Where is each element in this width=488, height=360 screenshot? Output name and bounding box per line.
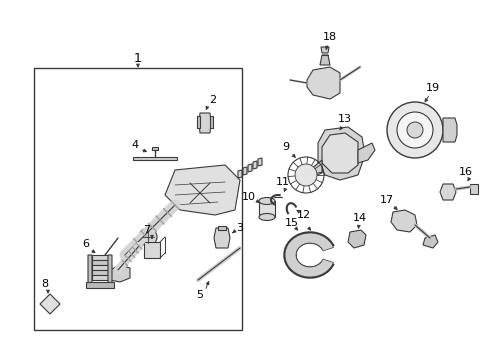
Text: 11: 11 (275, 177, 289, 187)
Polygon shape (439, 184, 455, 200)
Polygon shape (40, 294, 60, 314)
Polygon shape (164, 165, 240, 215)
Text: 4: 4 (131, 140, 138, 150)
Polygon shape (199, 113, 210, 133)
Text: 9: 9 (282, 142, 289, 152)
Text: 15: 15 (285, 218, 298, 228)
Polygon shape (306, 67, 339, 99)
Circle shape (406, 122, 422, 138)
Text: 18: 18 (322, 32, 336, 42)
Polygon shape (88, 255, 92, 285)
Polygon shape (238, 170, 242, 178)
Polygon shape (209, 116, 213, 128)
Polygon shape (218, 226, 225, 230)
Polygon shape (86, 282, 114, 288)
Ellipse shape (259, 198, 274, 204)
Polygon shape (143, 242, 160, 258)
Polygon shape (309, 160, 321, 177)
Polygon shape (92, 260, 108, 265)
Circle shape (139, 228, 157, 246)
Polygon shape (252, 161, 257, 169)
Polygon shape (357, 143, 374, 163)
Text: 1: 1 (134, 51, 142, 64)
Text: 8: 8 (41, 279, 48, 289)
Polygon shape (317, 127, 364, 180)
Text: 6: 6 (82, 239, 89, 249)
Polygon shape (105, 265, 130, 282)
Polygon shape (285, 233, 333, 277)
Text: 16: 16 (458, 167, 472, 177)
Text: 19: 19 (425, 83, 439, 93)
Text: 12: 12 (296, 210, 310, 220)
Polygon shape (347, 230, 365, 248)
Polygon shape (92, 270, 108, 275)
Polygon shape (258, 158, 262, 166)
Text: 13: 13 (337, 114, 351, 124)
Text: 7: 7 (143, 225, 150, 235)
Polygon shape (319, 55, 329, 65)
Text: 2: 2 (209, 95, 216, 105)
Text: 5: 5 (196, 290, 203, 300)
Polygon shape (92, 265, 108, 270)
Polygon shape (247, 164, 251, 172)
Polygon shape (442, 118, 456, 142)
Polygon shape (197, 116, 200, 128)
Polygon shape (133, 157, 177, 160)
Polygon shape (422, 235, 437, 248)
Text: 14: 14 (352, 213, 366, 223)
Polygon shape (214, 228, 229, 248)
Polygon shape (320, 47, 328, 53)
Circle shape (294, 164, 316, 186)
Text: 3: 3 (236, 223, 243, 233)
Polygon shape (152, 147, 158, 150)
Polygon shape (259, 201, 274, 217)
Polygon shape (108, 255, 112, 285)
Circle shape (386, 102, 442, 158)
Text: 17: 17 (379, 195, 393, 205)
Bar (34, 68, 242, 330)
Text: 10: 10 (242, 192, 256, 202)
Polygon shape (92, 275, 108, 280)
Polygon shape (92, 255, 108, 260)
Ellipse shape (259, 213, 274, 220)
Polygon shape (390, 210, 416, 232)
Polygon shape (243, 167, 246, 175)
Polygon shape (469, 184, 477, 194)
Circle shape (396, 112, 432, 148)
Polygon shape (321, 133, 357, 173)
